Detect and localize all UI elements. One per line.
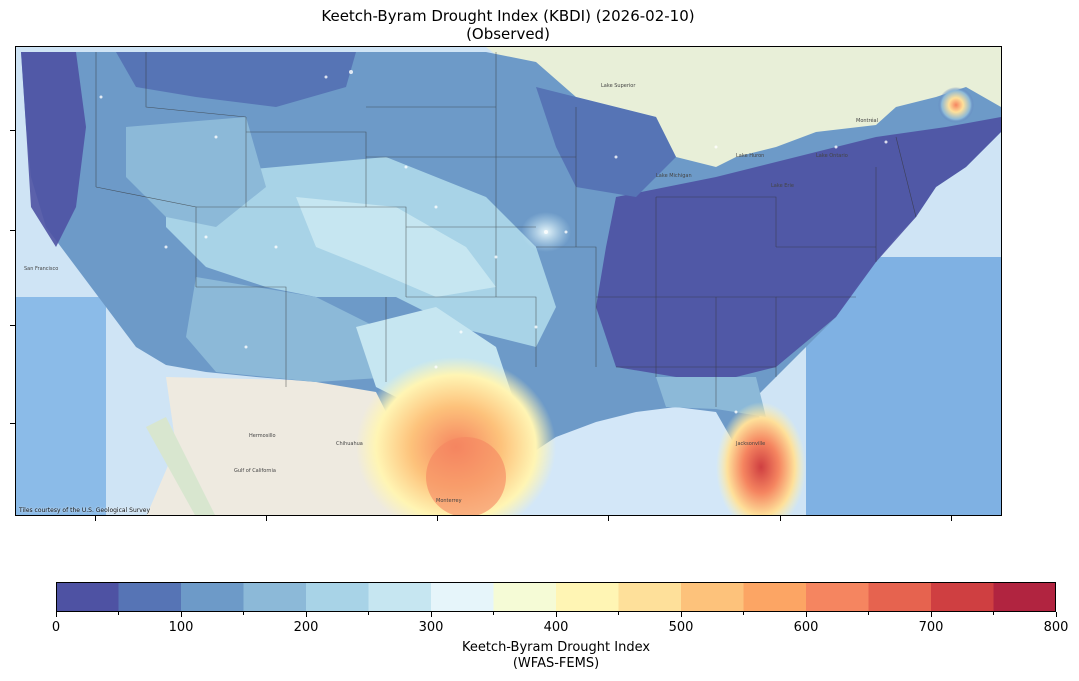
label-lake-ontario: Lake Ontario <box>816 153 848 159</box>
colorbar-segment <box>181 582 244 612</box>
colorbar-segment <box>743 582 807 612</box>
bottom-axis-tick <box>608 516 609 521</box>
colorbar-segment <box>493 582 557 612</box>
high-plains-zone <box>296 197 496 297</box>
colorbar-tick-mark <box>618 612 619 615</box>
colorbar-tick-mark <box>805 612 807 617</box>
bottom-axis-tick <box>266 516 267 521</box>
northern-rockies-zone <box>116 52 356 107</box>
colorbar-tick-label: 500 <box>668 620 694 635</box>
map-title-line1: Keetch-Byram Drought Index (KBDI) (2026-… <box>321 7 695 25</box>
map-area: San Francisco Chihuahua Hermosillo Gulf … <box>15 46 1002 516</box>
colorbar-tick-mark <box>993 612 994 615</box>
colorbar-tick-label: 600 <box>793 620 819 635</box>
colorbar-tick-mark <box>305 612 307 617</box>
colorbar-segment <box>556 582 619 612</box>
great-basin-zone <box>126 117 266 227</box>
colorbar-segment <box>56 582 119 612</box>
left-axis-tick <box>10 325 15 326</box>
florida-drought-hotspot <box>716 402 806 515</box>
colorbar-border <box>56 582 1056 612</box>
pacific-ocean <box>16 297 106 515</box>
colorbar-tick-mark <box>930 612 932 617</box>
label-hermosillo: Hermosillo <box>249 433 276 439</box>
colorbar-tick-mark <box>430 612 432 617</box>
label-lake-huron: Lake Huron <box>736 153 764 159</box>
colorbar-label-line1: Keetch-Byram Drought Index <box>461 640 651 655</box>
colorbar-tick-label: 100 <box>168 620 194 635</box>
label-lake-erie: Lake Erie <box>771 183 794 189</box>
label-gulf-of-california: Gulf of California <box>234 468 276 474</box>
label-jacksonville: Jacksonville <box>735 441 765 447</box>
station-markers <box>99 70 888 414</box>
colorbar <box>56 582 1056 612</box>
colorbar-segment <box>931 582 994 612</box>
left-axis-tick <box>10 230 15 231</box>
map-title: Keetch-Byram Drought Index (KBDI) (2026-… <box>0 7 1016 43</box>
colorbar-segment <box>118 582 182 612</box>
colorbar-segment <box>368 582 432 612</box>
colorbar-label-line2: (WFAS-FEMS) <box>512 656 600 671</box>
colorbar-tick-mark <box>743 612 744 615</box>
canada-land <box>446 47 1001 187</box>
colorbar-tick-label: 400 <box>543 620 569 635</box>
colorbar-segment <box>243 582 307 612</box>
colorbar-segment <box>681 582 744 612</box>
colorbar-segment <box>993 582 1056 612</box>
colorbar-segment <box>431 582 494 612</box>
label-lake-superior: Lake Superior <box>601 83 636 89</box>
pacific-northwest-wet <box>21 52 86 247</box>
kbdi-map: San Francisco Chihuahua Hermosillo Gulf … <box>16 47 1001 515</box>
south-texas-core <box>426 437 506 515</box>
colorbar-tick-label: 300 <box>418 620 444 635</box>
colorbar-tick-label: 0 <box>51 620 61 635</box>
colorbar-tick-mark <box>493 612 494 615</box>
label-san-francisco: San Francisco <box>24 266 58 272</box>
label-montreal: Montréal <box>856 117 878 124</box>
colorbar-tick-mark <box>118 612 119 615</box>
label-chihuahua: Chihuahua <box>336 441 363 447</box>
colorbar-segment <box>868 582 932 612</box>
map-attribution: Tiles courtesy of the U.S. Geological Su… <box>19 507 151 514</box>
baja-california <box>146 417 215 515</box>
bottom-axis-tick <box>951 516 952 521</box>
upper-midwest-zone <box>536 87 676 197</box>
state-boundaries <box>95 52 917 407</box>
colorbar-tick-mark <box>55 612 57 617</box>
label-lake-michigan: Lake Michigan <box>656 173 692 179</box>
label-monterrey: Monterrey <box>436 498 462 504</box>
colorbar-tick-mark <box>555 612 557 617</box>
colorbar-label: Keetch-Byram Drought Index (WFAS-FEMS) <box>56 640 1056 672</box>
bottom-axis-tick <box>95 516 96 521</box>
colorbar-tick-label: 800 <box>1043 620 1069 635</box>
left-axis-tick <box>10 130 15 131</box>
left-axis-tick <box>10 423 15 424</box>
colorbar-tick-label: 700 <box>918 620 944 635</box>
colorbar-tick-mark <box>368 612 369 615</box>
colorbar-segment <box>618 582 682 612</box>
bottom-axis-tick <box>780 516 781 521</box>
maine-drought-spot <box>938 87 974 123</box>
colorbar-tick-mark <box>1055 612 1057 617</box>
map-title-line2: (Observed) <box>466 25 550 43</box>
colorbar-segment <box>806 582 869 612</box>
colorbar-tick-label: 200 <box>293 620 319 635</box>
southwest-zone <box>186 277 396 382</box>
colorbar-tick-mark <box>180 612 182 617</box>
colorbar-tick-mark <box>243 612 244 615</box>
colorbar-segment <box>306 582 369 612</box>
texas-drought-hotspot <box>356 357 556 515</box>
colorbar-tick-mark <box>868 612 869 615</box>
southeast-coast-zone <box>656 377 766 417</box>
bottom-axis-tick <box>437 516 438 521</box>
colorbar-tick-mark <box>680 612 682 617</box>
